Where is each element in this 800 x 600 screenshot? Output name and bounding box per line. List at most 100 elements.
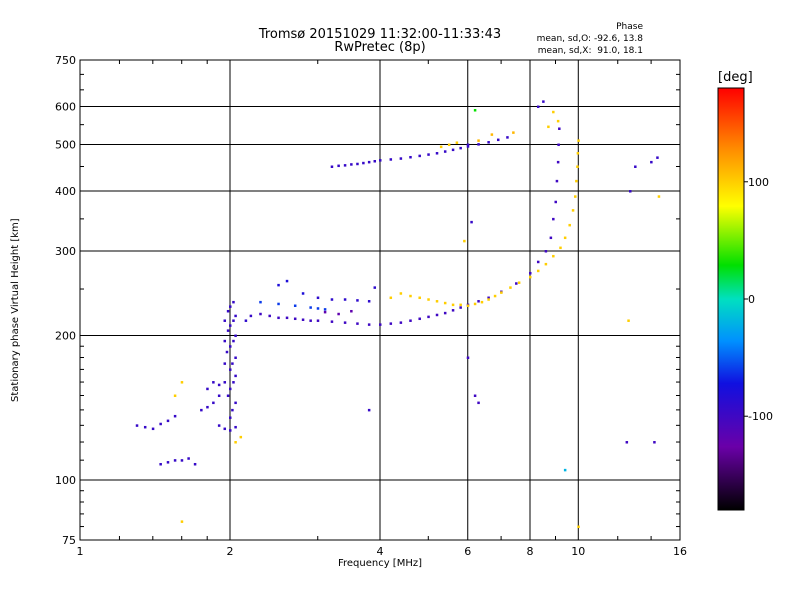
echo-point <box>650 160 653 164</box>
echo-point <box>379 159 382 162</box>
echo-point <box>173 394 177 398</box>
echo-point <box>330 320 334 323</box>
echo-point <box>151 427 155 431</box>
echo-point <box>229 305 232 308</box>
echo-point <box>490 133 494 136</box>
data-points <box>135 100 661 529</box>
echo-point <box>418 317 421 321</box>
phase-box-title: Phase <box>616 22 643 32</box>
echo-point <box>337 312 340 316</box>
echo-point <box>549 236 553 240</box>
echo-point <box>571 209 575 212</box>
echo-point <box>418 296 421 300</box>
echo-point <box>529 275 532 279</box>
echo-point <box>451 309 455 312</box>
echo-point <box>544 262 548 266</box>
echo-point <box>285 316 289 320</box>
echo-point <box>512 131 515 134</box>
echo-point <box>559 246 562 250</box>
echo-point <box>223 362 227 365</box>
echo-point <box>330 165 334 168</box>
echo-point <box>229 387 232 391</box>
echo-point <box>487 296 490 300</box>
echo-point <box>427 315 430 319</box>
echo-point <box>634 165 637 168</box>
echo-point <box>180 520 184 523</box>
echo-point <box>343 298 347 301</box>
echo-point <box>187 457 190 460</box>
echo-point <box>217 394 221 398</box>
colorbar-tick-label: 100 <box>748 176 769 189</box>
echo-point <box>159 422 162 426</box>
echo-point <box>435 313 439 317</box>
echo-point <box>234 374 237 378</box>
echo-point <box>301 292 305 295</box>
echo-point <box>293 304 297 307</box>
echo-point <box>552 110 555 114</box>
echo-point <box>470 220 473 224</box>
echo-point <box>558 127 561 130</box>
echo-point <box>173 459 177 462</box>
echo-point <box>373 286 377 289</box>
echo-point <box>234 334 237 338</box>
echo-point <box>206 405 209 409</box>
echo-point <box>574 195 577 198</box>
echo-point <box>373 160 377 163</box>
echo-point <box>229 429 232 432</box>
y-tick-label: 300 <box>55 245 76 258</box>
echo-point <box>232 319 235 322</box>
echo-point <box>466 356 470 359</box>
echo-point <box>234 314 237 318</box>
echo-point <box>356 322 359 325</box>
echo-point <box>226 329 230 332</box>
echo-point <box>463 239 466 243</box>
echo-point <box>500 291 503 294</box>
echo-point <box>409 319 412 322</box>
echo-point <box>466 143 470 147</box>
echo-point <box>200 408 203 412</box>
echo-point <box>223 427 227 431</box>
echo-point <box>277 302 280 306</box>
echo-point <box>427 153 430 156</box>
x-tick-label: 16 <box>673 545 687 558</box>
echo-point <box>409 155 412 159</box>
echo-point <box>656 156 659 159</box>
echo-point <box>459 303 462 307</box>
echo-point <box>443 150 447 153</box>
echo-point <box>627 319 630 322</box>
echo-point <box>473 394 477 398</box>
echo-point <box>576 165 579 168</box>
echo-point <box>217 383 221 387</box>
y-tick-label: 500 <box>55 139 76 152</box>
echo-point <box>343 164 347 167</box>
echo-point <box>323 308 327 311</box>
y-tick-label: 200 <box>55 330 76 343</box>
y-tick-labels: 75 100 200 300 400 500 600 750 <box>55 54 76 547</box>
echo-point <box>577 139 580 142</box>
x-tick-label: 4 <box>377 545 384 558</box>
echo-point <box>435 152 439 155</box>
echo-point <box>557 143 560 147</box>
echo-point <box>367 160 371 164</box>
echo-point <box>316 296 320 300</box>
colorbar-ticks: 100 0 -100 <box>744 176 773 423</box>
echo-point <box>231 362 234 365</box>
echo-point <box>232 381 235 384</box>
echo-point <box>232 339 235 343</box>
echo-point <box>477 300 480 303</box>
echo-point <box>447 143 451 147</box>
echo-point <box>234 425 237 429</box>
echo-point <box>159 462 162 466</box>
echo-point <box>356 299 359 302</box>
echo-point <box>244 319 248 322</box>
echo-point <box>389 296 393 300</box>
phase-x-stats: mean, sd,X: 91.0, 18.1 <box>537 46 643 56</box>
echo-point <box>477 401 480 405</box>
colorbar-tick-label: 0 <box>748 293 755 306</box>
echo-point <box>330 298 334 301</box>
echo-point <box>309 306 312 309</box>
echo-point <box>625 441 629 444</box>
y-tick-label: 75 <box>62 534 76 547</box>
echo-point <box>536 105 540 109</box>
echo-point <box>268 314 271 318</box>
